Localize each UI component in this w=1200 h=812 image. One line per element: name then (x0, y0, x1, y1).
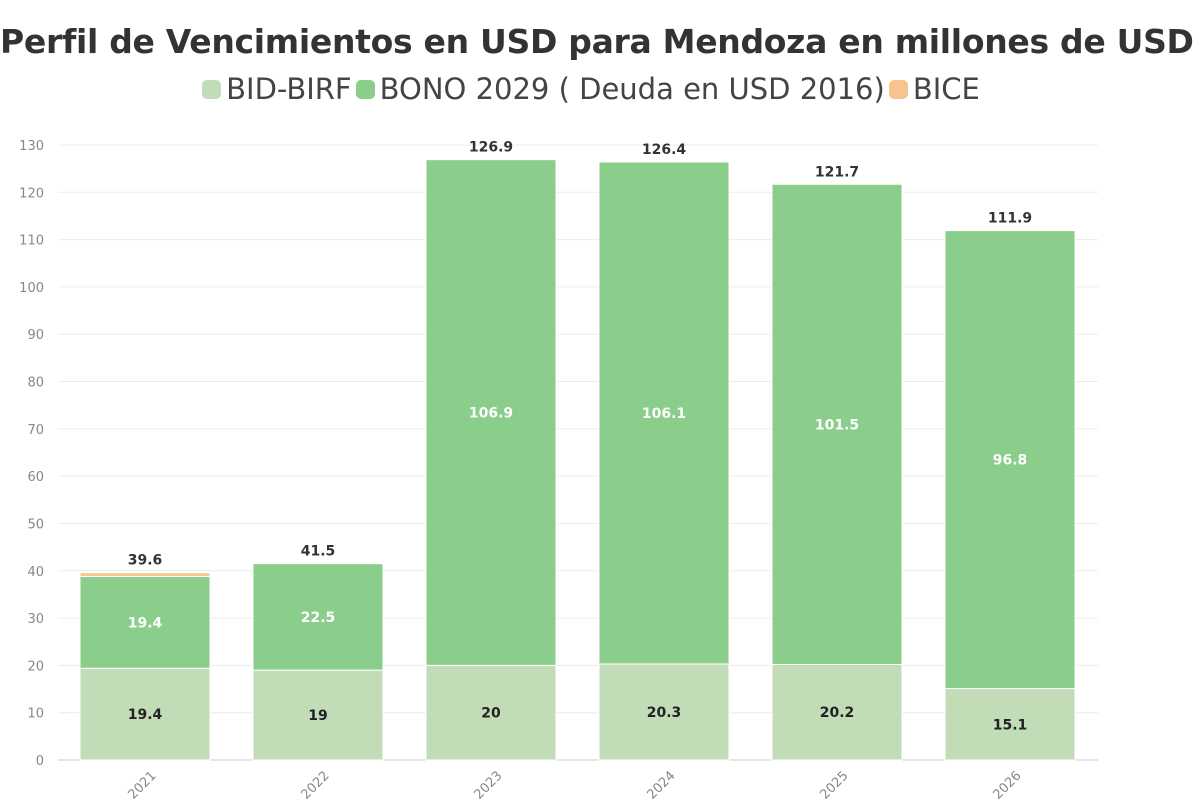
y-tick-label: 20 (27, 659, 44, 674)
y-tick-label: 130 (19, 139, 44, 154)
bar-total-label: 126.4 (642, 142, 687, 158)
y-tick-label: 10 (27, 707, 44, 722)
bar-segment[interactable] (425, 159, 557, 666)
bar-segment[interactable] (425, 664, 557, 761)
bar-value-label: 20.3 (647, 705, 682, 721)
x-tick-label: 2023 (472, 769, 506, 803)
x-tick-label: 2024 (645, 769, 679, 803)
bar-value-label: 20 (481, 706, 501, 722)
y-tick-label: 120 (19, 186, 44, 201)
bar-segment[interactable] (252, 563, 384, 671)
bar-value-label: 19.4 (128, 707, 163, 723)
legend-item[interactable]: BONO 2029 ( Deuda en USD 2016) (355, 72, 885, 106)
bar-value-label: 101.5 (815, 417, 859, 433)
legend-label: BID-BIRF (226, 72, 352, 106)
legend-item[interactable]: BICE (888, 72, 980, 106)
bar-segment[interactable] (598, 161, 730, 665)
x-tick-label: 2026 (991, 769, 1025, 803)
y-tick-label: 100 (19, 281, 44, 296)
y-tick-label: 90 (27, 328, 44, 343)
y-tick-label: 50 (27, 517, 44, 532)
y-tick-label: 80 (27, 376, 44, 391)
bar-total-label: 39.6 (128, 553, 163, 569)
bar-total-label: 126.9 (469, 140, 513, 156)
legend-swatch (355, 79, 375, 99)
bar-value-label: 96.8 (993, 453, 1028, 469)
bar-value-label: 20.2 (820, 705, 855, 721)
bar-value-label: 19 (308, 708, 327, 724)
bar-segment[interactable] (771, 183, 903, 665)
bar-total-label: 111.9 (988, 211, 1032, 227)
y-tick-label: 30 (27, 612, 44, 627)
legend-swatch (888, 79, 908, 99)
y-tick-label: 40 (27, 565, 44, 580)
bar-value-label: 19.4 (128, 615, 163, 631)
legend-label: BONO 2029 ( Deuda en USD 2016) (379, 72, 885, 106)
y-tick-label: 110 (19, 234, 44, 249)
x-tick-label: 2022 (299, 769, 333, 803)
bar-segment[interactable] (79, 572, 211, 577)
bar-value-label: 15.1 (993, 717, 1028, 733)
chart-legend: BID-BIRF BONO 2029 ( Deuda en USD 2016) BI… (0, 72, 1182, 106)
bar-segment[interactable] (771, 663, 903, 761)
y-tick-label: 0 (36, 754, 44, 769)
bar-value-label: 106.9 (469, 406, 513, 422)
bar-total-label: 121.7 (815, 164, 859, 180)
chart-title: Perfil de Vencimientos en USD para Mendo… (0, 22, 1194, 61)
y-tick-label: 70 (27, 423, 44, 438)
legend-item[interactable]: BID-BIRF (202, 72, 352, 106)
bar-segment[interactable] (944, 688, 1076, 761)
bar-value-label: 22.5 (301, 610, 336, 626)
bar-segment[interactable] (79, 667, 211, 761)
x-tick-label: 2025 (818, 769, 852, 803)
bar-segment[interactable] (79, 575, 211, 669)
y-tick-label: 60 (27, 470, 44, 485)
bar-total-label: 41.5 (301, 544, 336, 560)
bar-segment[interactable] (252, 669, 384, 761)
legend-swatch (202, 79, 222, 99)
legend-label: BICE (912, 72, 980, 106)
bar-segment[interactable] (598, 663, 730, 761)
x-tick-label: 2021 (126, 769, 160, 803)
bar-segment[interactable] (944, 230, 1076, 690)
bar-value-label: 106.1 (642, 406, 686, 422)
